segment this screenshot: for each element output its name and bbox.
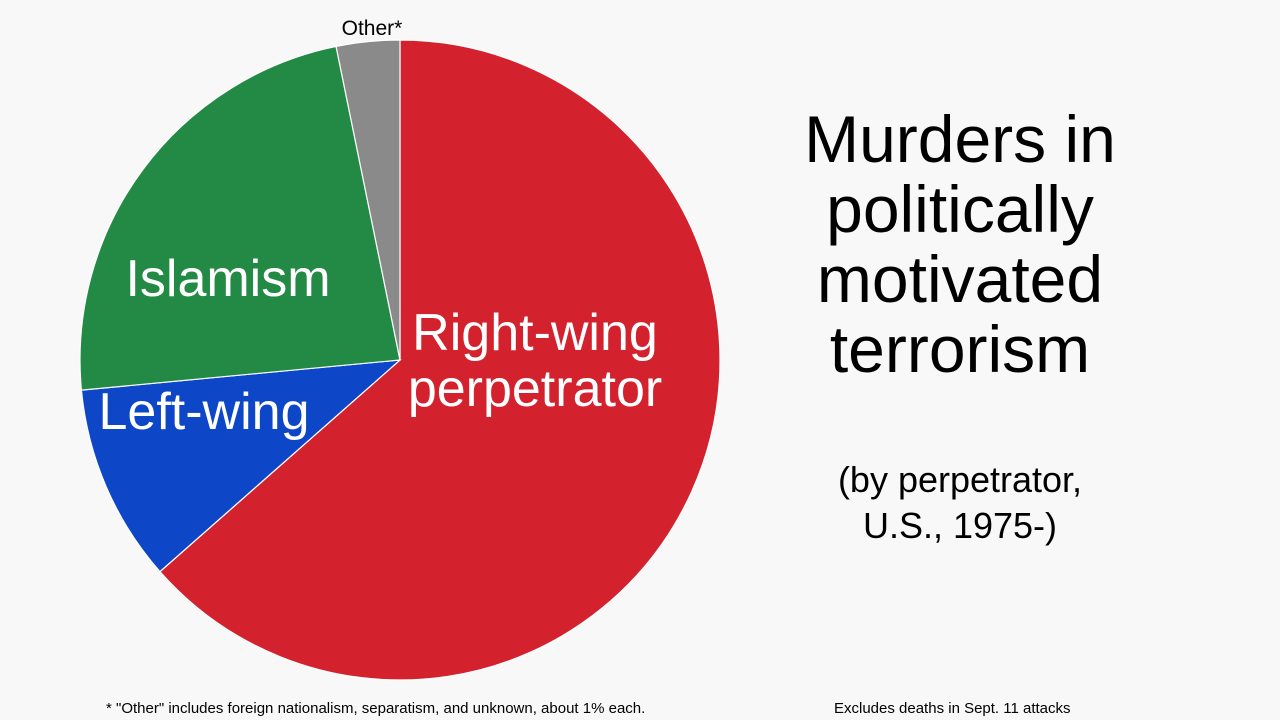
title-line-4: terrorism [829,312,1091,386]
slice-label-islamism: Islamism [125,250,330,308]
title-line-3: motivated [816,242,1104,316]
pie-slice-right-wing-perpetrator [159,39,721,681]
footnote-other: * "Other" includes foreign nationalism, … [106,700,646,717]
slice-label-other: Other* [342,17,403,40]
title-line-2: politically [826,172,1094,246]
pie-slice-islamism [79,45,401,391]
title-line-1: Murders in [804,102,1116,176]
slice-label-right-wing-perpetrator: Right-wing perpetrator [408,304,662,418]
pie-slice-left-wing [80,359,402,573]
chart-subtitle: (by perpetrator, U.S., 1975-) [760,457,1160,549]
subtitle-line-2: U.S., 1975-) [862,505,1058,546]
slice-label-left-wing: Left-wing [99,383,310,441]
footnote-exclusion: Excludes deaths in Sept. 11 attacks [834,700,1071,717]
subtitle-line-1: (by perpetrator, [837,459,1083,500]
chart-title: Murders in politically motivated terrori… [760,104,1160,384]
pie-slice-other [335,39,401,361]
